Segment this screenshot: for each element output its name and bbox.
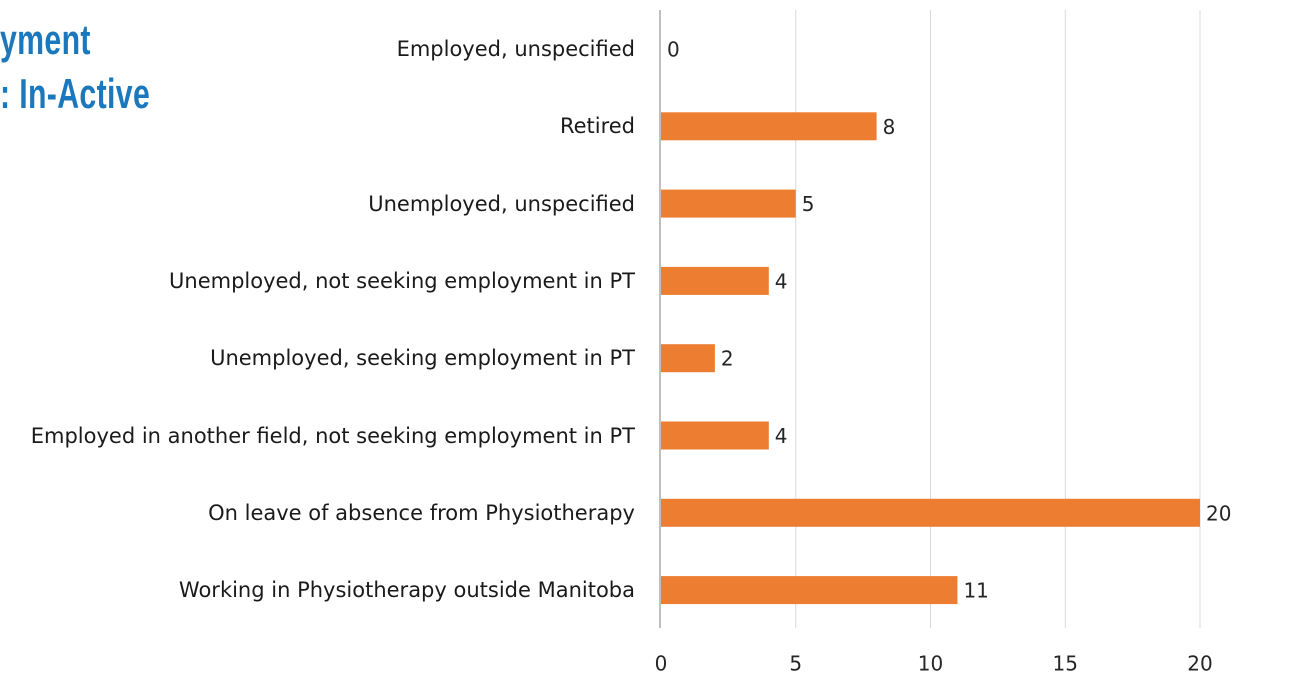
- chart-title: : In-Active: [0, 70, 151, 117]
- x-tick-label: 15: [1053, 652, 1078, 676]
- x-tick-label: 5: [789, 652, 802, 676]
- data-label: 2: [721, 347, 734, 371]
- data-label: 0: [667, 38, 680, 62]
- x-tick-label: 0: [655, 652, 668, 676]
- y-tick-label: Unemployed, not seeking employment in PT: [169, 268, 635, 293]
- y-tick-label: Retired: [559, 114, 635, 139]
- data-label: 8: [883, 115, 896, 139]
- chart-title: yment: [0, 16, 91, 63]
- y-tick-label: On leave of absence from Physiotherapy: [208, 500, 635, 525]
- bar: [661, 266, 769, 295]
- data-label: 4: [775, 269, 788, 293]
- bar: [661, 498, 1200, 527]
- x-tick-label: 20: [1187, 652, 1212, 676]
- data-label: 20: [1206, 501, 1231, 525]
- bar: [661, 421, 769, 450]
- y-tick-label: Employed, unspecified: [396, 37, 635, 61]
- x-tick-label: 10: [918, 652, 943, 676]
- y-tick-label: Working in Physiotherapy outside Manitob…: [178, 578, 635, 603]
- bar: [661, 112, 877, 141]
- y-tick-label: Employed in another field, not seeking e…: [30, 423, 635, 448]
- data-label: 5: [802, 192, 815, 216]
- data-label: 4: [775, 424, 788, 448]
- bar: [661, 344, 715, 373]
- bar: [661, 189, 796, 218]
- y-tick-label: Unemployed, seeking employment in PT: [210, 346, 635, 371]
- bar: [661, 576, 958, 605]
- data-label: 11: [963, 579, 988, 603]
- y-tick-label: Unemployed, unspecified: [368, 191, 635, 216]
